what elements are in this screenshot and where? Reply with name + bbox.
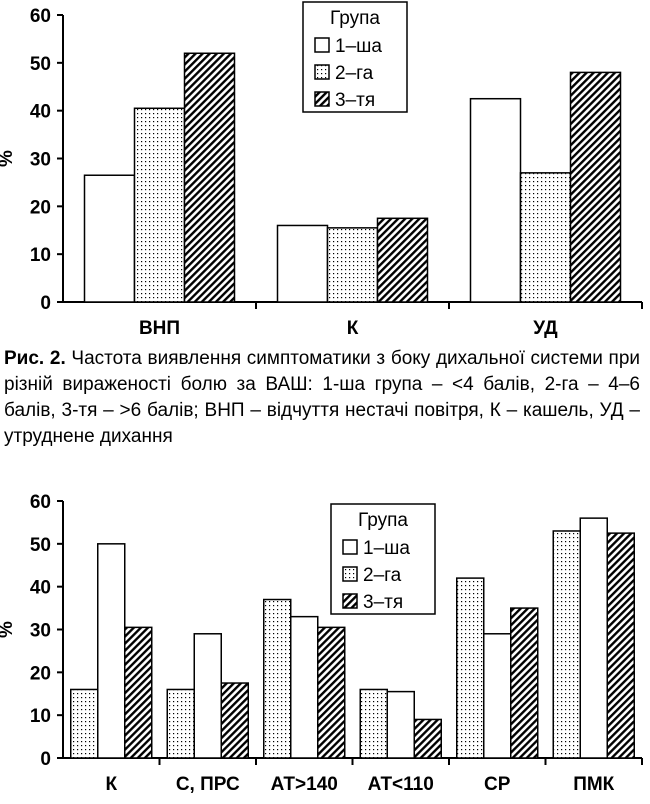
bar [220,682,249,759]
legend-swatch [314,91,330,107]
y-tick-label: 10 [30,245,51,266]
bar [263,598,292,759]
bar [413,718,442,759]
figure-caption: Рис. 2. Частота виявлення симптоматики з… [4,346,640,450]
y-tick-label: 40 [30,578,51,599]
legend-swatch [314,37,330,53]
bar [83,174,136,303]
bar [359,688,388,759]
legend-entry: 3–тя [363,592,403,613]
bar [579,517,608,759]
y-tick-label: 10 [30,706,51,727]
y-tick-label: 50 [30,54,51,75]
bar [183,52,236,303]
bar [510,607,539,759]
legend-swatch [342,593,358,609]
x-category-label: СР [484,774,511,795]
y-axis-label: % [0,621,17,638]
bar [456,577,485,759]
chart-cardiovascular-symptoms: 0 10 20 30 40 50 60% К С, ПРС АТ>140 АТ<110 СР ПМК Гр… [0,492,643,795]
y-tick-label: 30 [30,150,51,171]
y-tick-label: 50 [30,535,51,556]
bar [519,172,572,303]
y-tick-label: 20 [30,197,51,218]
x-category-label: ВНП [139,318,180,339]
bar [317,626,346,759]
chart-respiratory-symptoms: 0 10 20 30 40 50 60% ВНП К УД Група 1–ша 2–га 3–тя [0,1,643,339]
bar [483,633,512,759]
y-tick-label: 20 [30,663,51,684]
bar [166,688,195,759]
bar [290,615,319,759]
y-tick-label: 30 [30,621,51,642]
legend-swatch [342,566,358,582]
legend-entry: 2–га [335,63,374,84]
bar [569,71,622,303]
legend-title: Група [358,510,408,531]
bar [469,97,522,303]
bar [376,217,429,303]
bar [386,690,415,759]
y-tick-label: 40 [30,102,51,123]
y-tick-label: 0 [40,293,51,314]
bar [606,532,635,759]
caption-text: Частота виявлення симптоматики з боку ди… [4,348,641,447]
caption-label: Рис. 2. [4,348,66,369]
bar [70,688,99,759]
x-category-label: АТ<110 [368,774,434,795]
y-axis-label: % [0,150,17,167]
x-category-label: ПМК [573,774,614,795]
bar [124,626,153,759]
x-category-label: К [105,774,117,795]
legend-entry: 2–га [363,565,402,586]
bar [133,107,186,303]
x-category-label: УД [533,318,558,339]
bar [326,227,379,303]
legend-swatch [342,539,358,555]
bar [97,543,126,759]
legend-title: Група [330,8,380,29]
y-tick-label: 60 [30,492,51,513]
bar [552,530,581,759]
legend-swatch [314,64,330,80]
x-category-label: С, ПРС [176,774,240,795]
y-tick-label: 0 [40,749,51,770]
legend-entry: 3–тя [335,90,375,111]
x-category-label: К [347,318,359,339]
x-category-label: АТ>140 [271,774,338,795]
bar [193,633,222,759]
legend-entry: 1–ша [335,36,382,57]
legend-entry: 1–ша [363,538,410,559]
y-tick-label: 60 [30,6,51,27]
bar [276,224,329,303]
